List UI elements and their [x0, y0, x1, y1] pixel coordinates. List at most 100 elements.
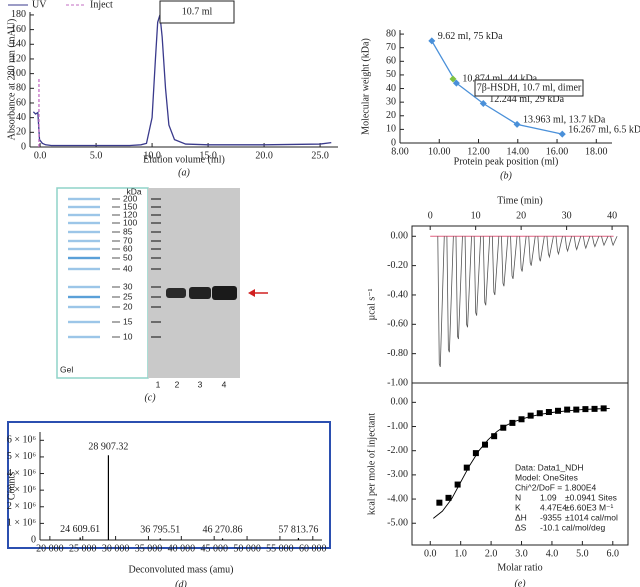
fit-note: Data: Data1_NDH: [515, 462, 584, 472]
point: [536, 410, 543, 417]
y-tick-label: -0.40: [387, 289, 408, 300]
panel-label: (e): [514, 578, 526, 587]
y-tick-label: 20: [16, 127, 26, 138]
ladder-band: [68, 285, 100, 289]
fit-param: -10.1 cal/mol/deg: [540, 522, 605, 532]
ladder-band: [68, 320, 100, 324]
y-tick-label: 50: [386, 69, 396, 80]
injection-peak: [555, 236, 563, 256]
y-tick-label: 6 × 10⁶: [7, 435, 37, 446]
y-axis-label: Absorbance at 280 nm (mAU): [6, 19, 17, 141]
y-axis-label: Molecular weight (kDa): [360, 38, 371, 135]
x-tick-label: 40: [607, 210, 617, 221]
point: [479, 100, 487, 108]
fit-param: ±0.0941 Sites: [565, 492, 617, 502]
fit-param: ΔH: [515, 512, 527, 522]
y-tick-label: 60: [386, 56, 396, 67]
fit-param: ±1014 cal/mol: [565, 512, 618, 522]
y-tick-label: 0.00: [391, 231, 409, 242]
peak-label: 36 795.51: [140, 525, 180, 536]
x-axis-label: Elution volume (ml): [143, 154, 225, 165]
y-tick-label: -1.00: [387, 421, 408, 432]
ladder-band: [68, 305, 100, 309]
y-tick-label: 40: [386, 83, 396, 94]
ladder-band: [68, 221, 100, 225]
fit-param: -9355: [540, 512, 562, 522]
y-tick-label: 160: [11, 24, 26, 35]
peak-label: 57 813.76: [278, 524, 318, 535]
fit-param: 1.09: [540, 492, 557, 502]
gel-ladder-band: [151, 286, 161, 288]
gel-unit: kDa: [126, 186, 141, 196]
annotation: 10.7 ml: [182, 6, 213, 17]
y-tick-label: -4.00: [387, 493, 408, 504]
fit-param: ±6.60E3 M⁻¹: [565, 502, 614, 512]
injection-peak: [528, 236, 536, 266]
fit-note: Chi^2/DoF = 1.800E4: [515, 482, 597, 492]
ladder-label: 120: [123, 209, 137, 219]
y-tick-label: -3.00: [387, 469, 408, 480]
injection-peak: [537, 236, 545, 262]
y-axis-label: kcal per mole of injectant: [366, 413, 377, 515]
point: [518, 416, 525, 423]
point: [452, 79, 460, 87]
y-tick-label: 60: [16, 97, 26, 108]
ladder-label: 60: [123, 243, 133, 253]
point: [573, 406, 580, 413]
fit-param: ΔS: [515, 522, 527, 532]
point: [527, 412, 534, 419]
injection-peak: [446, 236, 454, 353]
y-tick-label: 0: [21, 141, 26, 152]
y-tick-label: -2.00: [387, 445, 408, 456]
band: [212, 286, 237, 300]
x-axis-label: Time (min): [497, 195, 542, 206]
gel-caption: Gel: [60, 364, 73, 374]
legend-label: UV: [32, 0, 47, 10]
band: [189, 287, 211, 299]
gel-ladder-band: [151, 231, 161, 233]
gel-image: [148, 188, 240, 378]
x-tick-label: 55 000: [266, 543, 294, 554]
injection-peak: [501, 236, 509, 287]
point: [591, 405, 598, 412]
x-axis-label: Deconvoluted mass (amu): [129, 564, 234, 575]
x-tick-label: 8.00: [391, 146, 409, 157]
ladder-label: 50: [123, 252, 133, 262]
y-tick-label: 10: [386, 124, 396, 135]
ladder-label: 40: [123, 263, 133, 273]
x-tick-label: 15.0: [199, 150, 217, 161]
x-tick-label: 25 000: [69, 543, 97, 554]
x-tick-label: 4.0: [546, 548, 559, 559]
panel-label: (d): [175, 579, 187, 587]
ladder-box: [56, 187, 149, 379]
point: [428, 37, 436, 45]
point-label: 16.267 ml, 6.5 kDa: [568, 124, 640, 135]
gel-ladder-band: [151, 206, 161, 208]
point-label: 9.62 ml, 75 kDa: [438, 31, 503, 42]
x-tick-label: 30: [562, 210, 572, 221]
x-axis-label: Protein peak position (ml): [454, 156, 559, 167]
injection-peak: [519, 236, 527, 272]
injection-peak: [464, 236, 472, 328]
x-tick-label: 35 000: [135, 543, 163, 554]
panel-label: (b): [500, 170, 512, 181]
peak-label: 28 907.32: [88, 442, 128, 453]
fit-line: [433, 407, 610, 519]
y-tick-label: 20: [386, 110, 396, 121]
ladder-band: [68, 295, 100, 299]
injection-peak: [582, 236, 591, 250]
ladder-band: [68, 230, 100, 234]
ladder-label: 100: [123, 217, 137, 227]
x-tick-label: 60 000: [299, 543, 327, 554]
x-tick-label: 0.0: [34, 150, 47, 161]
point: [482, 441, 489, 448]
x-tick-label: 12.00: [467, 146, 490, 157]
point: [436, 499, 443, 506]
gel-ladder-band: [151, 257, 161, 259]
panel-label: (c): [144, 392, 156, 403]
fit-param: K: [515, 502, 521, 512]
gel-ladder-band: [151, 214, 161, 216]
point: [472, 450, 479, 457]
x-tick-label: 3.0: [515, 548, 528, 559]
y-tick-label: 4 × 10⁶: [7, 468, 37, 479]
